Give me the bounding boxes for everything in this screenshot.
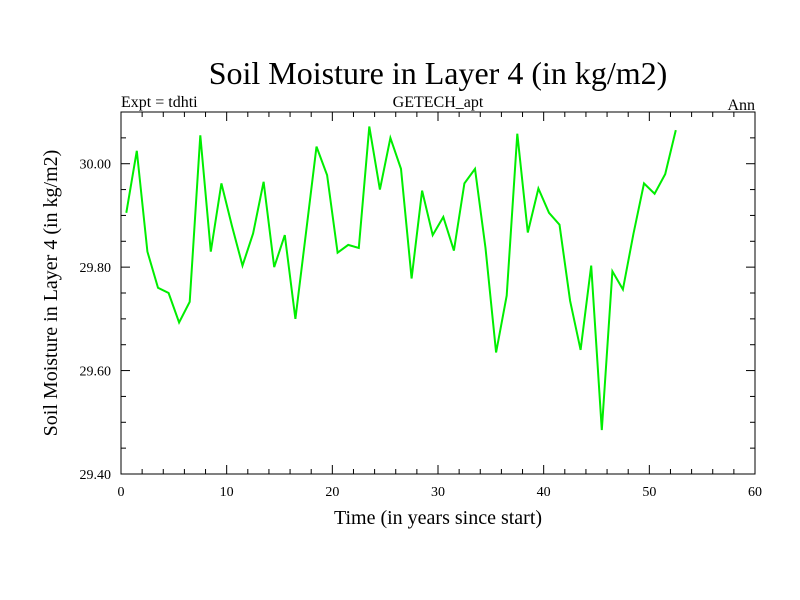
plot-frame [120,111,756,475]
x-tick-label: 30 [431,485,445,500]
x-tick-label: 50 [642,485,656,500]
series-line [125,126,677,431]
y-ticks [121,137,755,475]
experiment-label: Expt = tdhti [121,94,198,111]
y-tick-label: 29.60 [80,365,112,380]
y-tick-labels: 29.40 29.60 29.80 30.00 [80,158,112,483]
x-tick-label: 60 [748,485,762,500]
x-tick-labels: 0 10 20 30 40 50 60 [118,485,763,500]
x-ticks [120,112,756,474]
y-tick-label: 30.00 [80,158,112,173]
y-tick-label: 29.40 [80,468,112,483]
x-tick-label: 0 [118,485,125,500]
chart-title: Soil Moisture in Layer 4 (in kg/m2) [209,55,668,91]
dataset-label: GETECH_apt [393,94,484,111]
x-axis-label: Time (in years since start) [334,507,542,529]
y-tick-label: 29.80 [80,261,112,276]
x-tick-label: 40 [537,485,551,500]
x-tick-label: 20 [325,485,339,500]
x-tick-label: 10 [220,485,234,500]
period-label: Ann [727,97,755,114]
y-axis-label: Soil Moisture in Layer 4 (in kg/m2) [40,150,62,437]
